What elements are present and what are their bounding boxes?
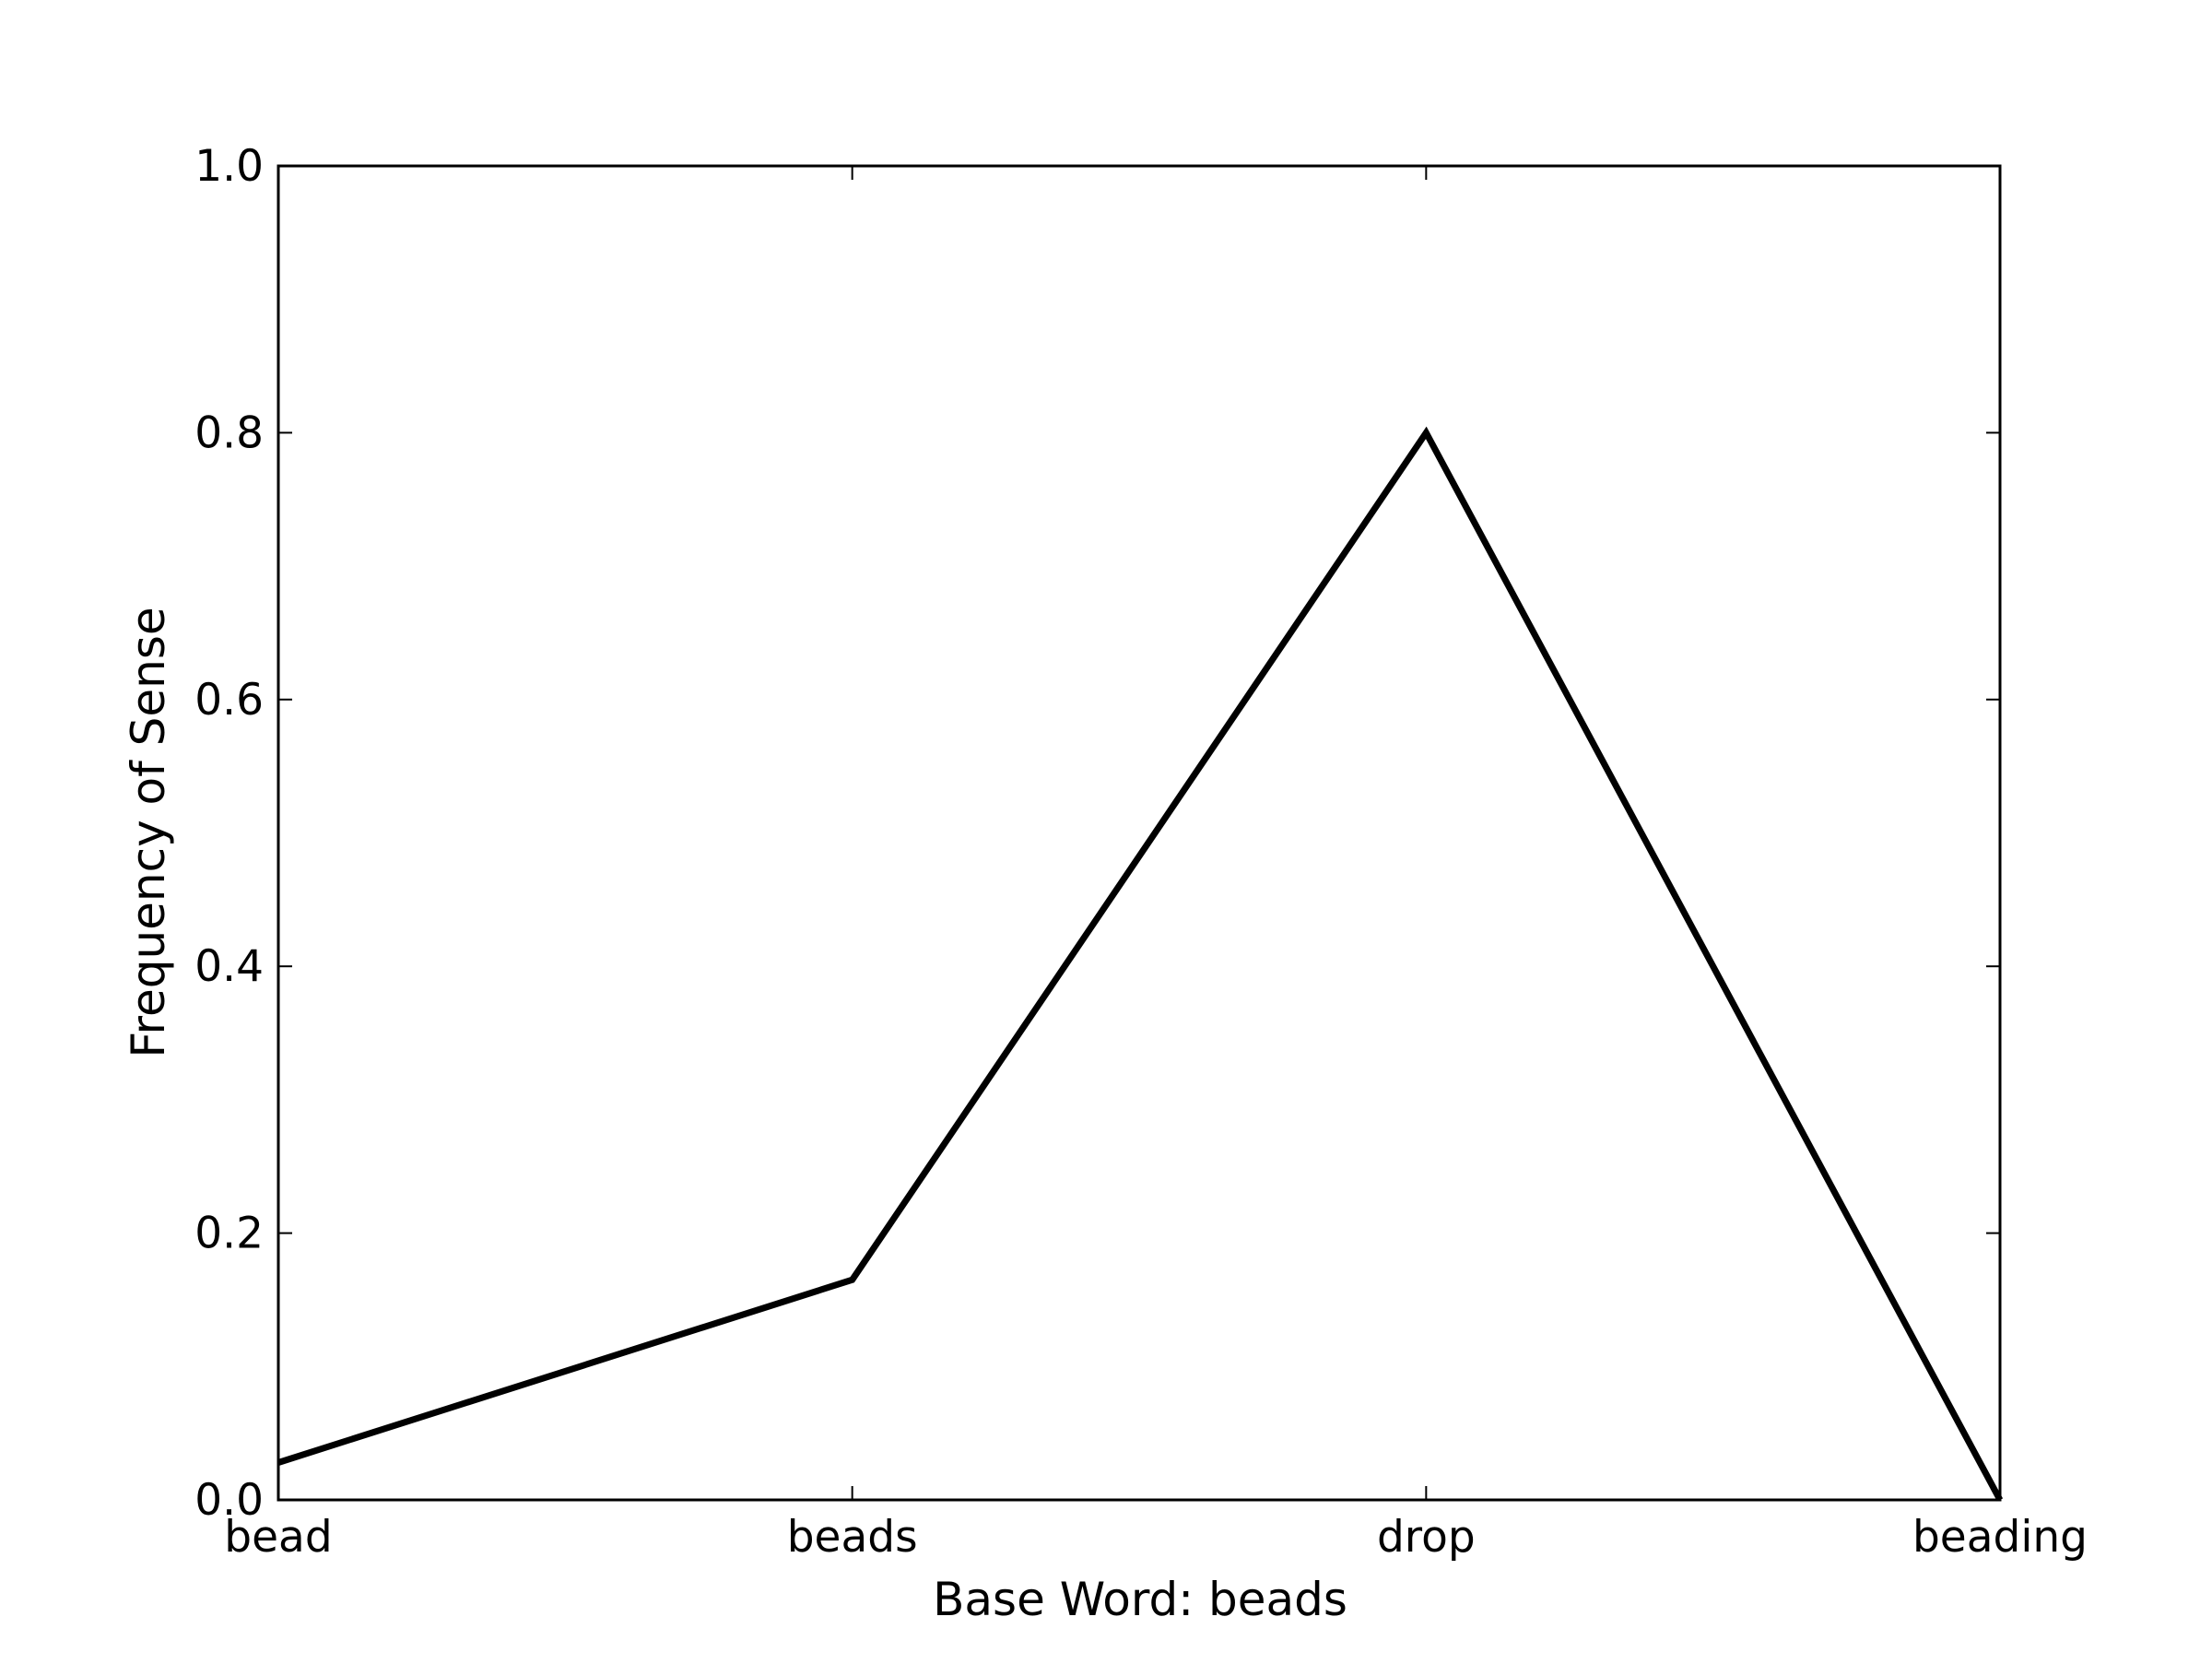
- y-tick-label: 0.4: [194, 941, 264, 992]
- y-axis-title: Frequency of Sense: [122, 607, 175, 1057]
- plot-frame: [276, 164, 2002, 1502]
- x-tick-label: bead: [224, 1512, 332, 1563]
- y-tick-label: 0.2: [194, 1209, 264, 1259]
- x-tick-label: beading: [1912, 1512, 2088, 1563]
- y-tick-label: 0.6: [194, 675, 264, 726]
- x-tick-label: drop: [1377, 1512, 1476, 1563]
- x-tick-label: beads: [787, 1512, 918, 1563]
- series-line: [276, 426, 2004, 1502]
- y-tick-label: 1.0: [194, 141, 264, 192]
- y-tick-label: 0.8: [194, 407, 264, 458]
- y-tick-label: 0.0: [194, 1475, 264, 1526]
- x-axis-title: Base Word: beads: [933, 1573, 1347, 1626]
